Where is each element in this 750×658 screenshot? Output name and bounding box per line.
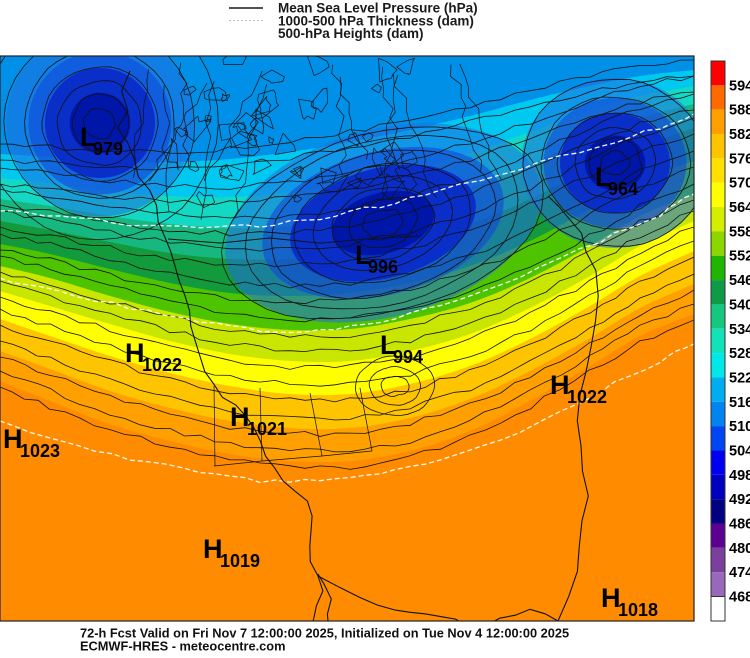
svg-text:510: 510 <box>729 419 750 435</box>
svg-text:582: 582 <box>729 127 750 143</box>
svg-text:516: 516 <box>729 395 750 411</box>
svg-text:498: 498 <box>729 468 750 484</box>
svg-text:996: 996 <box>368 257 398 277</box>
svg-text:534: 534 <box>729 322 750 338</box>
svg-text:528: 528 <box>729 346 750 362</box>
svg-text:558: 558 <box>729 224 750 240</box>
svg-text:480: 480 <box>729 541 750 557</box>
svg-text:522: 522 <box>729 370 750 386</box>
svg-text:994: 994 <box>393 347 423 367</box>
svg-text:1022: 1022 <box>142 355 182 375</box>
svg-text:564: 564 <box>729 200 750 216</box>
svg-text:486: 486 <box>729 516 750 532</box>
svg-text:570: 570 <box>729 176 750 192</box>
svg-text:468: 468 <box>729 590 750 606</box>
svg-text:576: 576 <box>729 151 750 167</box>
svg-text:588: 588 <box>729 103 750 119</box>
svg-text:1021: 1021 <box>247 419 287 439</box>
svg-text:979: 979 <box>93 139 123 159</box>
svg-text:964: 964 <box>608 179 638 199</box>
svg-text:474: 474 <box>729 565 750 581</box>
svg-text:1023: 1023 <box>20 441 60 461</box>
svg-text:552: 552 <box>729 249 750 265</box>
svg-text:1019: 1019 <box>220 551 260 571</box>
svg-text:500-hPa Heights (dam): 500-hPa Heights (dam) <box>278 26 424 41</box>
svg-text:546: 546 <box>729 273 750 289</box>
svg-text:1018: 1018 <box>618 600 658 620</box>
svg-text:ECMWF-HRES - meteocentre.com: ECMWF-HRES - meteocentre.com <box>80 639 286 654</box>
svg-text:594: 594 <box>729 78 750 94</box>
svg-text:492: 492 <box>729 492 750 508</box>
svg-text:504: 504 <box>729 443 750 459</box>
svg-text:540: 540 <box>729 297 750 313</box>
svg-text:1022: 1022 <box>567 387 607 407</box>
